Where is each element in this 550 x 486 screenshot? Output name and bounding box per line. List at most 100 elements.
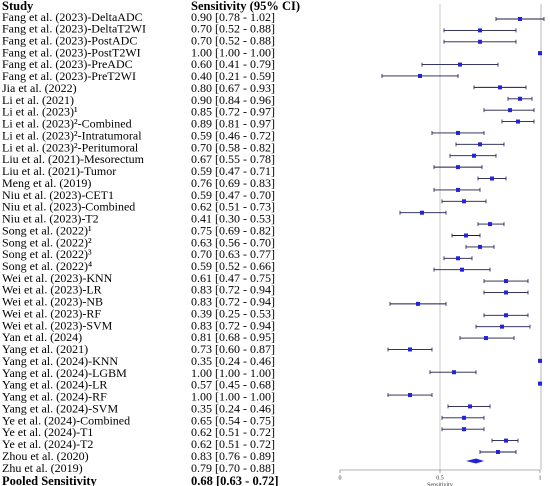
estimate-label: 0.75 [0.69 - 0.82] — [191, 223, 275, 237]
estimate-label: 1.00 [1.00 - 1.00] — [191, 390, 275, 404]
estimate-label: 0.39 [0.25 - 0.53] — [191, 306, 275, 320]
estimate-label: 0.59 [0.47 - 0.71] — [191, 164, 275, 178]
estimate-label: 0.62 [0.51 - 0.72] — [191, 437, 275, 451]
x-tick-label: 0.5 — [436, 475, 444, 481]
estimate-label: 0.59 [0.52 - 0.66] — [191, 259, 275, 273]
estimate-label: 0.81 [0.68 - 0.95] — [191, 330, 275, 344]
point-estimate — [478, 142, 482, 147]
point-estimate — [456, 187, 460, 192]
estimate-label: 1.00 [1.00 - 1.00] — [191, 366, 275, 380]
point-estimate — [500, 324, 504, 329]
estimate-label: 0.35 [0.24 - 0.46] — [191, 401, 275, 415]
study-label: Li et al. (2023)²-Peritumoral — [2, 140, 139, 154]
study-label: Niu et al. (2023)-CET1 — [2, 188, 114, 202]
study-label: Ye et al. (2024)-Combined — [2, 413, 130, 427]
x-tick-label: 0 — [339, 475, 342, 481]
point-estimate — [490, 176, 494, 181]
point-estimate — [478, 244, 482, 249]
study-label: Niu et al. (2023)-T2 — [2, 212, 99, 226]
point-estimate — [518, 96, 522, 101]
estimate-label: 0.62 [0.51 - 0.72] — [191, 425, 275, 439]
estimate-label: 0.67 [0.55 - 0.78] — [191, 152, 275, 166]
point-estimate — [496, 450, 500, 454]
study-label: Zhu et al. (2019) — [2, 461, 83, 475]
estimate-label: 0.40 [0.21 - 0.59] — [191, 69, 275, 83]
study-label: Wei et al. (2023)-LR — [2, 283, 102, 297]
point-estimate — [478, 39, 482, 44]
study-label: Yang et al. (2021) — [2, 342, 88, 356]
pooled-estimate-label: 0.68 [0.63 - 0.72] — [191, 474, 279, 486]
pooled-label: Pooled Sensitivity — [2, 474, 98, 486]
study-label: Li et al. (2021) — [2, 93, 74, 107]
point-estimate — [538, 51, 542, 56]
study-label: Fang et al. (2023)-PreADC — [2, 57, 133, 71]
study-label: Ye et al. (2024)-T1 — [2, 425, 93, 439]
study-label: Meng et al. (2019) — [2, 176, 91, 190]
point-estimate — [478, 28, 482, 33]
point-estimate — [456, 256, 460, 261]
estimate-label: 0.70 [0.52 - 0.88] — [191, 33, 275, 47]
study-label: Song et al. (2022)² — [2, 235, 92, 249]
estimate-label: 0.59 [0.46 - 0.72] — [191, 128, 275, 142]
point-estimate — [472, 153, 476, 158]
estimate-label: 0.83 [0.72 - 0.94] — [191, 295, 275, 309]
study-label: Song et al. (2022)³ — [2, 247, 92, 261]
point-estimate — [488, 222, 492, 227]
point-estimate — [464, 233, 468, 238]
point-estimate — [504, 279, 508, 284]
point-estimate — [504, 290, 508, 295]
pooled-diamond — [466, 458, 484, 464]
point-estimate — [462, 415, 466, 420]
study-label: Yang et al. (2024)-KNN — [2, 354, 118, 368]
estimate-header: Sensitivity (95% CI) — [191, 0, 300, 13]
estimate-label: 0.59 [0.47 - 0.70] — [191, 188, 275, 202]
point-estimate — [484, 336, 488, 341]
study-label: Niu et al. (2023)-Combined — [2, 200, 135, 214]
estimate-label: 0.90 [0.78 - 1.02] — [191, 10, 275, 24]
estimate-label: 0.76 [0.69 - 0.83] — [191, 176, 275, 190]
study-label: Jia et al. (2022) — [2, 81, 77, 95]
estimate-label: 0.57 [0.45 - 0.68] — [191, 378, 275, 392]
study-label: Wei et al. (2023)-SVM — [2, 318, 113, 332]
study-label: Yan et al. (2024) — [2, 330, 82, 344]
estimate-label: 0.73 [0.60 - 0.87] — [191, 342, 275, 356]
study-label: Yang et al. (2024)-SVM — [2, 401, 118, 415]
estimate-label: 0.63 [0.56 - 0.70] — [191, 235, 275, 249]
study-label: Yang et al. (2024)-RF — [2, 390, 107, 404]
estimate-label: 0.62 [0.51 - 0.73] — [191, 200, 275, 214]
study-label: Li et al. (2023)²-Intratumoral — [2, 128, 142, 142]
point-estimate — [462, 427, 466, 432]
study-label: Liu et al. (2021)-Mesorectum — [2, 152, 145, 166]
point-estimate — [462, 199, 466, 204]
study-label: Song et al. (2022)⁴ — [2, 259, 92, 273]
point-estimate — [458, 62, 462, 67]
point-estimate — [468, 404, 472, 409]
study-label: Liu et al. (2021)-Tumor — [2, 164, 116, 178]
point-estimate — [456, 130, 460, 135]
estimate-label: 0.89 [0.81 - 0.97] — [191, 117, 275, 131]
estimate-label: 1.00 [1.00 - 1.00] — [191, 45, 275, 59]
point-estimate — [418, 73, 422, 78]
study-label: Li et al. (2023)¹ — [2, 105, 78, 119]
estimate-label: 0.70 [0.63 - 0.77] — [191, 247, 275, 261]
point-estimate — [538, 358, 542, 363]
point-estimate — [420, 210, 424, 215]
point-estimate — [518, 17, 522, 21]
point-estimate — [408, 393, 412, 398]
point-estimate — [416, 301, 420, 306]
study-label: Fang et al. (2023)-PostT2WI — [2, 45, 141, 59]
estimate-label: 0.70 [0.58 - 0.82] — [191, 140, 275, 154]
estimate-label: 0.61 [0.47 - 0.75] — [191, 271, 275, 285]
estimate-label: 0.90 [0.84 - 0.96] — [191, 93, 275, 107]
study-label: Zhou et al. (2020) — [2, 449, 89, 463]
study-label: Wei et al. (2023)-NB — [2, 295, 103, 309]
estimate-label: 0.65 [0.54 - 0.75] — [191, 413, 275, 427]
estimate-label: 0.35 [0.24 - 0.46] — [191, 354, 275, 368]
study-label: Li et al. (2023)²-Combined — [2, 117, 132, 131]
estimate-label: 0.41 [0.30 - 0.53] — [191, 212, 275, 226]
estimate-label: 0.83 [0.72 - 0.94] — [191, 318, 275, 332]
x-axis-label: Sensitivity — [427, 482, 453, 486]
x-tick-label: 1 — [539, 475, 542, 481]
study-label: Fang et al. (2023)-PostADC — [2, 33, 137, 47]
